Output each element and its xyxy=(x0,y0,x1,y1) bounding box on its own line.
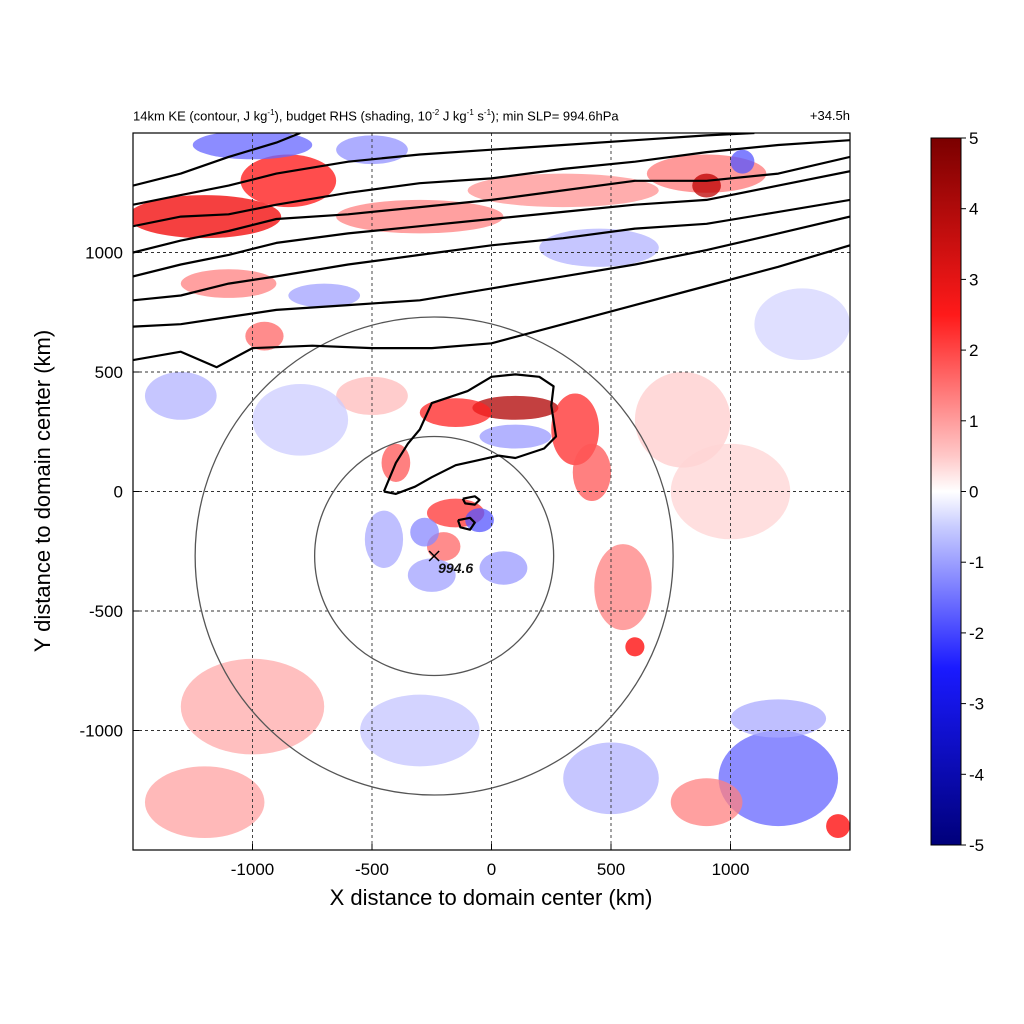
y-axis: -1000 -500 0 500 1000 xyxy=(80,244,139,741)
y-axis-title: Y distance to domain center (km) xyxy=(30,330,55,652)
ke-contour xyxy=(133,133,301,187)
range-circle xyxy=(313,435,555,677)
ke-contours xyxy=(133,133,850,531)
shading-blob xyxy=(360,694,480,767)
shading-blob xyxy=(419,398,492,427)
colorbar-ticks: 5 4 3 2 1 0 -1 -2 -3 -4 -5 xyxy=(961,129,984,855)
colorbar-tick-label: 0 xyxy=(969,483,978,502)
y-tick-label: 0 xyxy=(114,483,123,502)
shading-blob xyxy=(670,443,791,540)
x-tick-label: -1000 xyxy=(231,860,274,879)
x-axis: -1000 -500 0 500 1000 xyxy=(231,844,750,879)
colorbar-tick-label: -2 xyxy=(969,624,984,643)
shading-blob xyxy=(144,372,217,420)
shading-blob xyxy=(336,376,408,416)
ke-contour xyxy=(456,516,476,531)
x-axis-title: X distance to domain center (km) xyxy=(330,885,653,910)
shading-blob xyxy=(479,551,528,585)
shading-blob xyxy=(245,321,284,351)
ke-contour xyxy=(461,495,481,506)
shading-blob xyxy=(479,424,552,449)
x-tick-label: 500 xyxy=(597,860,625,879)
ke-contour xyxy=(133,139,850,228)
storm-center: 994.6 xyxy=(428,550,473,576)
y-tick-label: -500 xyxy=(89,602,123,621)
shading-blob xyxy=(730,699,827,738)
min-slp-label: 994.6 xyxy=(438,560,473,576)
plot-area: 994.6 xyxy=(133,133,850,850)
range-circle xyxy=(194,316,674,796)
colorbar-tick-label: 5 xyxy=(969,129,978,148)
ke-contour xyxy=(133,133,755,206)
shading-blob xyxy=(594,544,652,631)
ke-contour xyxy=(133,198,850,302)
colorbar: 5 4 3 2 1 0 -1 -2 -3 -4 -5 xyxy=(930,129,984,855)
colorbar-tick-label: 1 xyxy=(969,412,978,431)
ke-contour xyxy=(133,244,850,369)
shading-blob xyxy=(144,766,265,839)
ke-contour xyxy=(133,170,850,278)
shading-blob xyxy=(730,149,755,174)
colorbar-tick-label: 2 xyxy=(969,341,978,360)
shading-blob xyxy=(754,288,850,361)
shading-blob xyxy=(572,443,611,502)
colorbar-gradient xyxy=(930,137,962,846)
shading-blob xyxy=(472,395,559,420)
shading-blob xyxy=(718,730,839,827)
shading-blob xyxy=(407,558,456,592)
shading-blob xyxy=(180,658,325,755)
shading-blob xyxy=(252,383,349,456)
colorbar-tick-label: 4 xyxy=(969,200,978,219)
chart-title: 14km KE (contour, J kg-1), budget RHS (s… xyxy=(133,108,619,124)
y-tick-label: 1000 xyxy=(85,244,123,263)
x-tick-label: -500 xyxy=(355,860,389,879)
ke-contour xyxy=(382,373,558,495)
shading-blob xyxy=(410,517,439,547)
ke-contour xyxy=(133,215,850,328)
colorbar-tick-label: -5 xyxy=(969,836,984,855)
time-label: +34.5h xyxy=(809,108,850,123)
shading-blob xyxy=(288,283,361,308)
shading-blob xyxy=(364,510,404,568)
colorbar-tick-label: 3 xyxy=(969,270,978,289)
shading-blob xyxy=(826,814,850,839)
range-circles xyxy=(194,316,674,796)
y-tick-label: -1000 xyxy=(80,722,123,741)
x-tick-label: 0 xyxy=(487,860,496,879)
rhs-shading xyxy=(133,133,850,839)
colorbar-tick-label: -1 xyxy=(969,553,984,572)
shading-blob xyxy=(634,372,731,468)
y-tick-label: 500 xyxy=(95,363,123,382)
x-tick-label: 1000 xyxy=(712,860,750,879)
shading-blob xyxy=(336,199,504,234)
ke-contour xyxy=(133,155,850,254)
colorbar-tick-label: -3 xyxy=(969,695,984,714)
shading-blob xyxy=(670,778,743,827)
storm-center-marker xyxy=(428,550,440,562)
colorbar-tick-label: -4 xyxy=(969,765,984,784)
shading-blob xyxy=(563,742,659,815)
shading-blob xyxy=(625,637,645,657)
shading-blob xyxy=(240,154,337,208)
shading-blob xyxy=(692,173,721,198)
